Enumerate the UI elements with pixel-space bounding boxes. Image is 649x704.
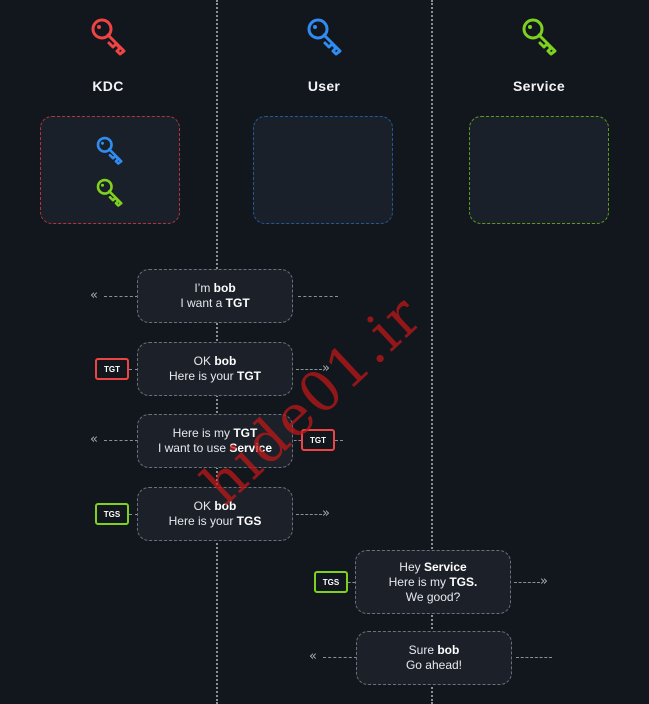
arrow-right-icon: » <box>322 506 330 521</box>
message-grant-access: Sure bob Go ahead! <box>356 631 512 685</box>
tgt-ticket-icon: TGT <box>301 429 335 451</box>
message-issue-tgs: OK bob Here is your TGS <box>137 487 293 541</box>
connector-line <box>514 582 540 583</box>
service-key-icon-in-kdc <box>96 178 123 207</box>
connector-line <box>298 296 338 297</box>
connector-line <box>104 296 138 297</box>
tgt-ticket-icon: TGT <box>95 358 129 380</box>
lane-divider-user-service <box>431 0 433 704</box>
arrow-left-icon: « <box>90 432 98 447</box>
arrow-right-icon: » <box>322 361 330 376</box>
service-title: Service <box>513 78 565 94</box>
message-issue-tgt: OK bob Here is your TGT <box>137 342 293 396</box>
message-request-tgs: Here is my TGT I want to use Service <box>137 414 293 468</box>
tgs-ticket-icon: TGS <box>314 571 348 593</box>
connector-line <box>323 657 357 658</box>
connector-line <box>129 514 138 515</box>
user-title: User <box>307 78 341 94</box>
connector-line <box>348 582 355 583</box>
user-key-icon-in-kdc <box>96 136 123 165</box>
arrow-left-icon: « <box>309 649 317 664</box>
tgs-ticket-icon: TGS <box>95 503 129 525</box>
kdc-title: KDC <box>92 78 124 94</box>
connector-line <box>296 514 322 515</box>
connector-line <box>294 440 301 441</box>
service-key-store <box>469 116 609 224</box>
connector-line <box>129 369 138 370</box>
kdc-key-icon <box>91 18 126 56</box>
message-present-tgs: Hey Service Here is my TGS. We good? <box>355 550 511 614</box>
connector-line <box>516 657 552 658</box>
arrow-left-icon: « <box>90 288 98 303</box>
user-key-store <box>253 116 393 224</box>
arrow-right-icon: » <box>540 574 548 589</box>
user-key-icon <box>307 18 342 56</box>
service-key-icon <box>522 18 557 56</box>
kdc-key-store <box>40 116 180 224</box>
message-request-tgt: I’m bob I want a TGT <box>137 269 293 323</box>
connector-line <box>104 440 138 441</box>
connector-line <box>335 440 343 441</box>
connector-line <box>296 369 322 370</box>
